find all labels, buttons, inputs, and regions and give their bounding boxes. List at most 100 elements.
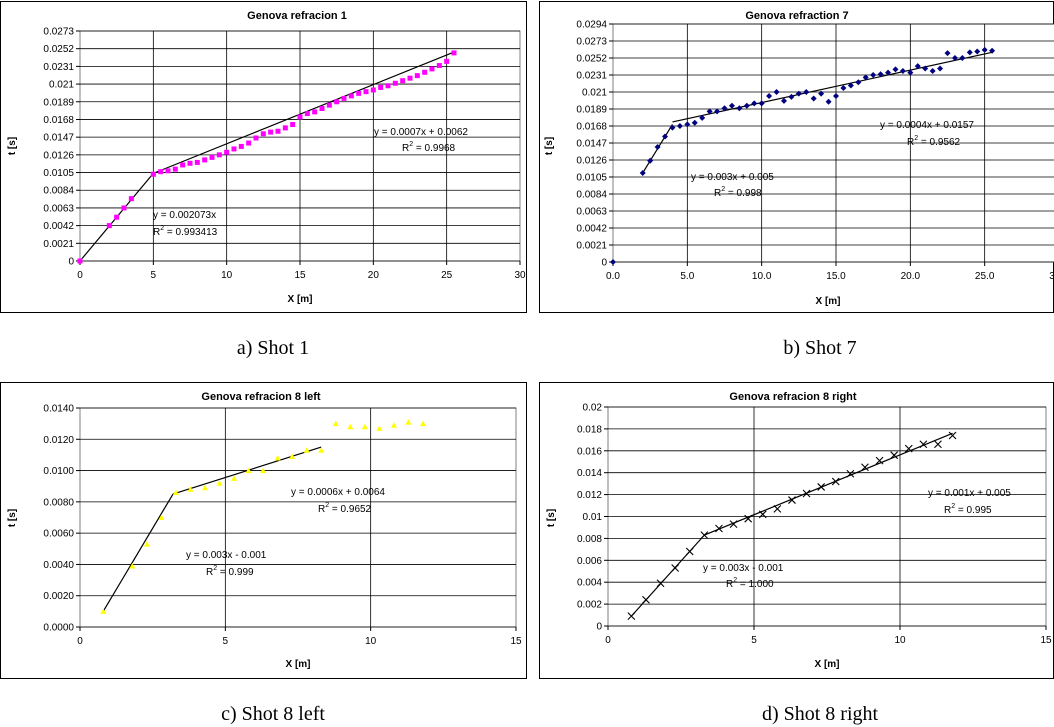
data-point xyxy=(289,453,296,459)
x-axis-label: X [m] xyxy=(286,659,311,670)
data-point xyxy=(773,89,780,95)
data-point xyxy=(444,58,450,64)
data-point xyxy=(303,447,310,453)
equation-text: y = 0.0006x + 0.0064 xyxy=(291,487,385,498)
data-point xyxy=(669,124,676,131)
equation-text: y = 0.0004x + 0.0157 xyxy=(880,120,974,131)
data-point xyxy=(180,162,186,168)
data-point xyxy=(899,67,906,74)
chart-title: Genova refracion 8 left xyxy=(201,391,321,403)
y-tick-label: 0.014 xyxy=(577,468,602,479)
y-axis-label: t [s] xyxy=(7,509,18,527)
y-tick-label: 0.0060 xyxy=(43,529,74,540)
data-point xyxy=(803,89,810,95)
y-tick-label: 0.01 xyxy=(583,512,603,523)
x-tick-label: 15 xyxy=(294,270,306,281)
plot-area: 0.0000 0.0020 0.0040 0.0060 0.0080 0.0100 0.01… xyxy=(43,404,522,648)
data-point xyxy=(914,63,921,70)
chart-panel-c: Genova refracion 8 left 0.0000 0.0020 0.00… xyxy=(0,382,527,679)
markers xyxy=(77,50,457,264)
trendline xyxy=(704,432,953,536)
data-point xyxy=(341,95,347,101)
y-tick-label: 0.0100 xyxy=(43,466,74,477)
equation-text: y = 0.0007x + 0.0062 xyxy=(374,127,468,138)
data-point xyxy=(714,108,721,115)
x-tick-label: 10 xyxy=(221,270,233,281)
x-tick-label: 5 xyxy=(151,270,157,281)
equation-text: y = 0.003x - 0.001 xyxy=(703,563,784,574)
r2-label: R2 = 0.9562 xyxy=(907,135,961,148)
data-point xyxy=(376,425,383,431)
data-point xyxy=(846,469,855,478)
data-point xyxy=(989,47,996,54)
chart-panel-a: Genova refracion 1 0 0.0021 0.0042 0.0063 0.… xyxy=(0,1,527,313)
y-axis-label: t [s] xyxy=(544,137,555,155)
data-point xyxy=(627,612,636,621)
data-point xyxy=(361,423,368,430)
plot-area: 0 0.002 0.004 0.006 0.008 0.01 0.012 0.014 0.016… xyxy=(577,403,1052,647)
y-tick-label: 0.0084 xyxy=(43,186,74,197)
x-ticks: 0 5 10 15 xyxy=(605,626,1052,646)
data-point xyxy=(318,447,325,453)
chart-d-svg: Genova refracion 8 right 0 0.002 0.004 0.00… xyxy=(546,391,1052,670)
y-tick-label: 0.0063 xyxy=(576,207,607,218)
data-point xyxy=(744,514,753,523)
y-tick-label: 0.012 xyxy=(577,490,602,501)
y-tick-label: 0.0000 xyxy=(43,623,74,634)
data-point xyxy=(855,79,862,86)
data-point xyxy=(405,419,412,425)
r2-label: R2 = 0.999 xyxy=(206,565,254,578)
data-point xyxy=(216,152,222,158)
data-point xyxy=(934,440,942,449)
equation-text: y = 0.001x + 0.005 xyxy=(928,488,1011,499)
caption-c: c) Shot 8 left xyxy=(221,703,325,725)
data-point xyxy=(840,84,847,91)
data-point xyxy=(356,90,362,96)
data-point xyxy=(948,431,957,440)
y-tick-label: 0.0273 xyxy=(576,37,607,48)
r2-superscript: 2 xyxy=(409,141,413,148)
y-tick-label: 0.002 xyxy=(577,600,602,611)
data-point xyxy=(729,520,738,529)
x-tick-label: 0 xyxy=(77,636,83,647)
data-point xyxy=(390,422,397,428)
r2-value: = 0.999 xyxy=(217,567,254,578)
y-ticks: 0 0.0021 0.0042 0.0063 0.0084 0.0105 0.0126 0.0… xyxy=(576,20,613,269)
data-point xyxy=(610,259,616,265)
data-point xyxy=(728,102,735,109)
x-tick-label: 15 xyxy=(1040,635,1052,646)
data-point xyxy=(743,102,750,109)
data-point xyxy=(363,89,369,95)
data-point xyxy=(847,82,854,89)
equation-label: y = 0.0007x + 0.0062 xyxy=(374,127,468,138)
data-point xyxy=(685,547,694,556)
data-point xyxy=(158,514,165,520)
y-tick-label: 0.0063 xyxy=(43,203,74,214)
x-tick-label: 25 xyxy=(441,270,453,281)
y-tick-label: 0.008 xyxy=(577,534,602,545)
data-point xyxy=(334,99,340,105)
caption-b: b) Shot 7 xyxy=(783,337,857,359)
y-axis-label: t [s] xyxy=(7,137,18,155)
x-tick-label: 15 xyxy=(510,636,522,647)
data-point xyxy=(260,131,266,137)
markers xyxy=(627,431,957,621)
data-point xyxy=(817,483,826,491)
data-point xyxy=(165,168,171,174)
x-ticks: 0.0 5.0 10.0 15.0 20.0 25.0 30.0 xyxy=(606,262,1054,282)
y-tick-label: 0 xyxy=(601,258,607,269)
data-point xyxy=(326,102,332,108)
data-point xyxy=(297,114,303,120)
r2-value: = 0.9562 xyxy=(918,137,960,148)
data-point xyxy=(691,119,698,126)
x-tick-label: 20.0 xyxy=(901,271,921,282)
y-tick-label: 0.0252 xyxy=(43,44,74,55)
data-point xyxy=(253,135,259,141)
data-point xyxy=(706,108,713,115)
data-point xyxy=(429,66,435,72)
y-tick-label: 0.0105 xyxy=(43,168,74,179)
data-point xyxy=(414,73,420,79)
data-point xyxy=(907,69,914,76)
data-point xyxy=(312,109,318,115)
y-tick-label: 0.0168 xyxy=(576,122,607,133)
